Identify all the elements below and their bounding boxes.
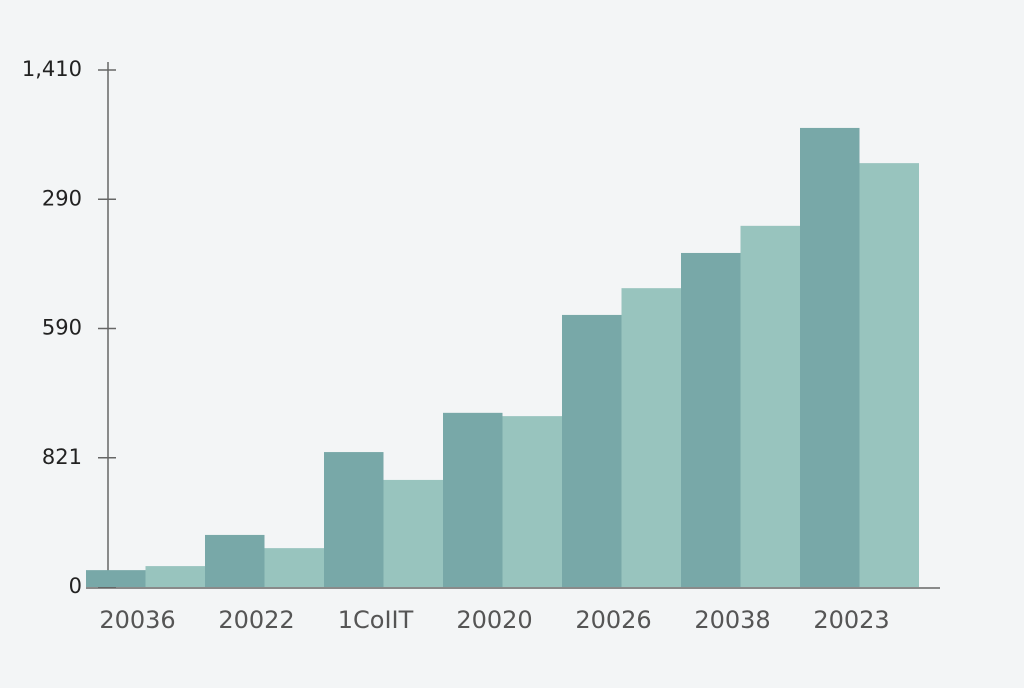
x-tick-label: 20020 <box>456 606 532 634</box>
x-tick-label: 20038 <box>694 606 770 634</box>
y-tick-label: 590 <box>42 316 82 340</box>
x-tick-label: 20022 <box>218 606 294 634</box>
y-tick-label: 0 <box>69 574 82 598</box>
bar <box>740 225 800 588</box>
y-tick-label: 821 <box>42 445 82 469</box>
bar <box>324 452 384 587</box>
bar <box>681 252 741 587</box>
y-tick-label: 290 <box>42 186 82 210</box>
bar <box>859 163 919 587</box>
bar <box>800 127 860 587</box>
x-tick-label: 20036 <box>99 606 175 634</box>
bar <box>264 548 324 587</box>
x-tick-label: 20023 <box>813 606 889 634</box>
bar <box>205 534 265 587</box>
bar <box>443 412 503 587</box>
bar <box>502 416 562 587</box>
bar <box>562 314 622 587</box>
bar <box>86 570 146 587</box>
x-tick-label: 1CoIIT <box>338 606 414 634</box>
x-tick-label: 20026 <box>575 606 651 634</box>
y-tick-label: 1,410 <box>22 57 82 81</box>
bar <box>621 288 681 587</box>
bar <box>383 479 443 587</box>
bar <box>145 566 205 587</box>
